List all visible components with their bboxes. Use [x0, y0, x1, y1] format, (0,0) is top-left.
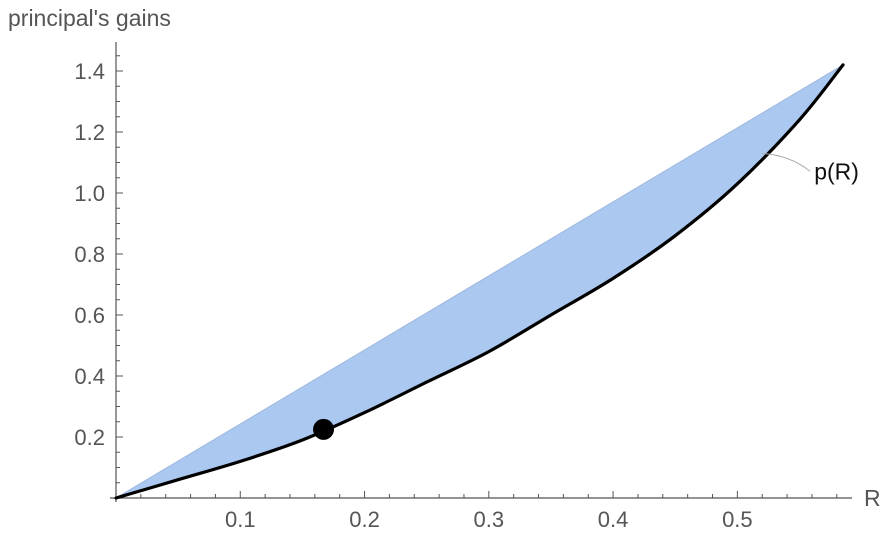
x-tick-label: 0.5: [722, 507, 753, 532]
y-tick-label: 0.2: [74, 425, 105, 450]
marker-point: [313, 418, 335, 440]
y-tick-label: 0.6: [74, 303, 105, 328]
curve-label-leader: [762, 152, 811, 172]
shaded-region-group: [115, 64, 844, 499]
labels-group: 0.1 0.2 0.3 0.4 0.5 0.2 0.4 0.6 0.8 1.0 1.2 1.4 p(R)…: [8, 5, 881, 532]
y-tick-label: 1.4: [74, 59, 105, 84]
curve-label: p(R): [814, 158, 859, 184]
y-axis-title: principal's gains: [8, 5, 171, 31]
p-curve: [114, 63, 845, 500]
y-tick-label: 0.8: [74, 242, 105, 267]
curve-group: [114, 63, 845, 500]
y-tick-label: 1.0: [74, 181, 105, 206]
x-tick-label: 0.2: [349, 507, 380, 532]
x-tick-label: 0.1: [225, 507, 256, 532]
y-tick-label: 0.4: [74, 364, 105, 389]
axes-group: [110, 42, 852, 502]
x-tick-label: 0.3: [474, 507, 505, 532]
y-tick-label: 1.2: [74, 120, 105, 145]
x-axis-title: R: [864, 485, 881, 511]
upper-boundary-line: [115, 64, 844, 499]
x-tick-label: 0.4: [598, 507, 629, 532]
